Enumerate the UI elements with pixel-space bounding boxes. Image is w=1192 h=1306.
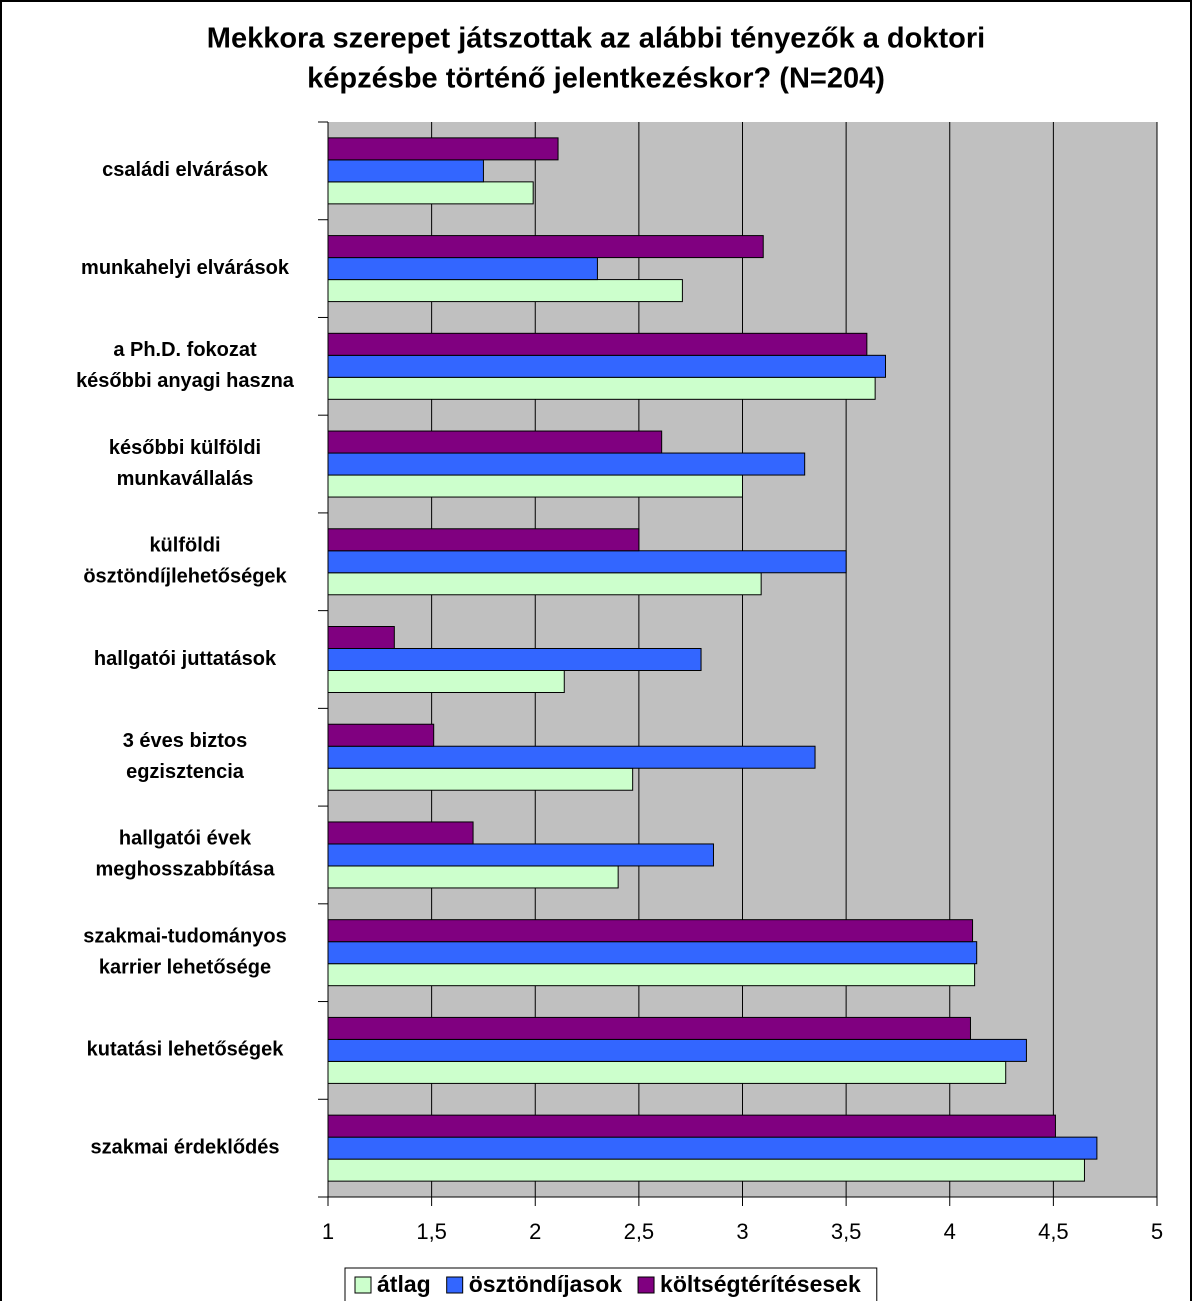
bar bbox=[327, 452, 806, 476]
bar bbox=[327, 1060, 1007, 1084]
y-tick-label: családi elvárások bbox=[102, 159, 269, 181]
legend-label: ösztöndíjasok bbox=[469, 1271, 623, 1297]
bar bbox=[327, 332, 868, 356]
y-tick-label: hallgatói juttatások bbox=[94, 648, 277, 670]
y-tick-label: hallgatói évek bbox=[119, 828, 252, 850]
y-tick-label: későbbi anyagi haszna bbox=[76, 370, 295, 392]
bar bbox=[327, 1114, 1056, 1138]
x-tick-label: 4,5 bbox=[1038, 1219, 1069, 1244]
bar bbox=[327, 723, 435, 747]
bar bbox=[327, 1158, 1085, 1182]
y-tick-label: későbbi külföldi bbox=[109, 437, 261, 459]
bar bbox=[327, 843, 714, 867]
bar bbox=[327, 767, 634, 791]
bar bbox=[327, 963, 976, 987]
y-tick-label: ösztöndíjlehetőségek bbox=[83, 566, 287, 588]
y-tick-label: szakmai érdeklődés bbox=[91, 1136, 280, 1158]
legend-box bbox=[344, 1267, 878, 1306]
bar bbox=[327, 626, 395, 649]
y-tick-label: egzisztencia bbox=[126, 761, 245, 783]
bar bbox=[327, 279, 683, 303]
x-tick-label: 3,5 bbox=[831, 1219, 862, 1244]
bar bbox=[327, 354, 887, 378]
x-tick-label: 1,5 bbox=[416, 1219, 447, 1244]
x-tick-label: 2,5 bbox=[624, 1219, 655, 1244]
x-tick-label: 4 bbox=[944, 1219, 956, 1244]
legend-swatch bbox=[637, 1276, 655, 1294]
bar bbox=[327, 745, 816, 769]
y-tick-label: szakmai-tudományos bbox=[83, 925, 286, 947]
y-tick-label: 3 éves biztos bbox=[123, 730, 248, 752]
y-tick-label: a Ph.D. fokozat bbox=[113, 339, 257, 361]
x-tick-label: 1 bbox=[322, 1219, 334, 1244]
bar bbox=[327, 474, 743, 498]
bar bbox=[327, 941, 978, 965]
legend-swatch bbox=[354, 1276, 372, 1294]
bar bbox=[327, 670, 565, 693]
bar bbox=[327, 648, 702, 671]
legend-label: átlag bbox=[377, 1271, 431, 1297]
bar bbox=[327, 1016, 971, 1040]
chart-title: Mekkora szerepet játszottak az alábbi té… bbox=[207, 23, 985, 55]
bar bbox=[327, 821, 474, 845]
bar bbox=[327, 919, 974, 943]
bar bbox=[327, 572, 762, 596]
legend-label: költségtérítésesek bbox=[660, 1271, 861, 1297]
y-tick-label: kutatási lehetőségek bbox=[87, 1039, 285, 1061]
x-tick-label: 5 bbox=[1151, 1219, 1163, 1244]
bar bbox=[327, 528, 640, 552]
bar bbox=[327, 181, 534, 205]
bar bbox=[327, 376, 876, 400]
bar bbox=[327, 159, 484, 183]
bar bbox=[327, 235, 764, 259]
bar bbox=[327, 137, 559, 161]
bar bbox=[327, 257, 598, 281]
bar bbox=[327, 865, 619, 889]
bar bbox=[327, 1038, 1027, 1062]
y-tick-label: munkahelyi elvárások bbox=[81, 257, 290, 279]
bar bbox=[327, 550, 847, 574]
legend-swatch bbox=[446, 1276, 464, 1294]
y-tick-label: meghosszabbítása bbox=[96, 859, 276, 881]
y-tick-label: külföldi bbox=[149, 535, 220, 557]
x-tick-label: 3 bbox=[736, 1219, 748, 1244]
y-tick-label: karrier lehetősége bbox=[99, 956, 271, 978]
chart-title: képzésbe történő jelentkezéskor? (N=204) bbox=[307, 63, 885, 95]
bar bbox=[327, 430, 663, 454]
x-tick-label: 2 bbox=[529, 1219, 541, 1244]
y-tick-label: munkavállalás bbox=[117, 468, 254, 490]
bar bbox=[327, 1136, 1098, 1160]
